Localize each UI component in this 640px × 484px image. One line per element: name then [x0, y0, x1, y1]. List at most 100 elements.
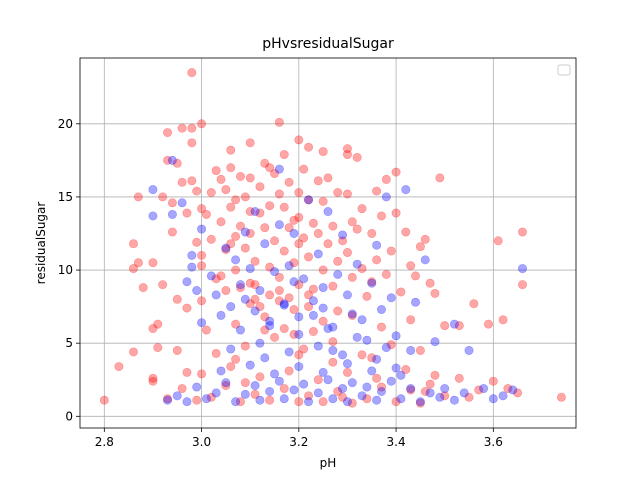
data-point: [235, 397, 245, 407]
data-point: [289, 258, 299, 268]
data-point: [128, 239, 138, 249]
data-point: [318, 367, 328, 377]
data-point: [274, 189, 284, 199]
data-point: [182, 208, 192, 218]
data-point: [440, 321, 450, 331]
data-point: [304, 252, 314, 262]
data-point: [177, 198, 187, 208]
data-point: [265, 321, 275, 331]
data-point: [304, 290, 314, 300]
data-point: [177, 177, 187, 187]
data-point: [333, 306, 343, 316]
data-point: [318, 196, 328, 206]
data-point: [163, 128, 173, 138]
data-point: [313, 375, 323, 385]
x-tick-label: 3.4: [387, 435, 406, 449]
data-point: [250, 280, 260, 290]
x-tick-label: 3.6: [484, 435, 503, 449]
data-point: [172, 391, 182, 401]
data-point: [197, 224, 207, 234]
data-point: [415, 397, 425, 407]
data-point: [187, 138, 197, 148]
data-point: [221, 245, 231, 255]
data-point: [313, 388, 323, 398]
data-point: [406, 385, 416, 395]
data-point: [503, 384, 513, 394]
data-point: [182, 303, 192, 313]
data-point: [420, 234, 430, 244]
x-tick-label: 2.8: [95, 435, 114, 449]
data-point: [323, 375, 333, 385]
data-point: [328, 337, 338, 347]
data-point: [299, 274, 309, 284]
data-point: [255, 302, 265, 312]
data-point: [250, 256, 260, 266]
data-point: [284, 347, 294, 357]
y-tick-label: 15: [58, 190, 73, 204]
data-point: [323, 173, 333, 183]
data-point: [338, 392, 348, 402]
x-axis-ticks: 2.8 3.0 3.2 3.4 3.6: [95, 428, 503, 449]
data-point: [318, 147, 328, 157]
data-point: [459, 388, 469, 398]
data-point: [425, 379, 435, 389]
data-point: [206, 271, 216, 281]
data-point: [158, 280, 168, 290]
data-point: [376, 386, 386, 396]
data-point: [260, 239, 270, 249]
data-point: [372, 240, 382, 250]
data-point: [479, 384, 489, 394]
data-point: [221, 381, 231, 391]
data-point: [221, 185, 231, 195]
data-point: [449, 319, 459, 329]
data-point: [270, 332, 280, 342]
data-point: [391, 331, 401, 341]
data-point: [372, 186, 382, 196]
data-point: [342, 290, 352, 300]
data-point: [231, 255, 241, 265]
data-point: [270, 236, 280, 246]
data-point: [294, 312, 304, 322]
data-point: [128, 347, 138, 357]
y-tick-label: 0: [65, 409, 73, 423]
data-point: [294, 239, 304, 249]
data-point: [279, 202, 289, 212]
data-point: [386, 376, 396, 386]
data-point: [294, 135, 304, 145]
data-point: [376, 211, 386, 221]
data-point: [284, 177, 294, 187]
data-point: [396, 394, 406, 404]
data-point: [328, 357, 338, 367]
data-point: [274, 220, 284, 230]
data-point: [289, 385, 299, 395]
data-point: [357, 315, 367, 325]
data-point: [333, 188, 343, 198]
data-point: [294, 397, 304, 407]
data-point: [342, 359, 352, 369]
data-point: [197, 204, 207, 214]
data-point: [250, 389, 260, 399]
data-point: [153, 343, 163, 353]
data-point: [265, 386, 275, 396]
data-point: [376, 305, 386, 315]
data-point: [289, 305, 299, 315]
data-point: [250, 381, 260, 391]
data-point: [240, 294, 250, 304]
data-point: [211, 388, 221, 398]
data-point: [464, 345, 474, 355]
chart-title: pHvsresidualSugar: [262, 36, 394, 52]
data-point: [352, 332, 362, 342]
data-point: [347, 398, 357, 408]
data-point: [294, 329, 304, 339]
data-point: [406, 261, 416, 271]
data-point: [255, 395, 265, 405]
data-point: [226, 202, 236, 212]
data-point: [342, 189, 352, 199]
plot-frame: [79, 57, 577, 429]
data-point: [391, 397, 401, 407]
data-point: [197, 369, 207, 379]
x-tick-label: 3.2: [289, 435, 308, 449]
data-point: [158, 192, 168, 202]
legend-box: [557, 64, 571, 76]
